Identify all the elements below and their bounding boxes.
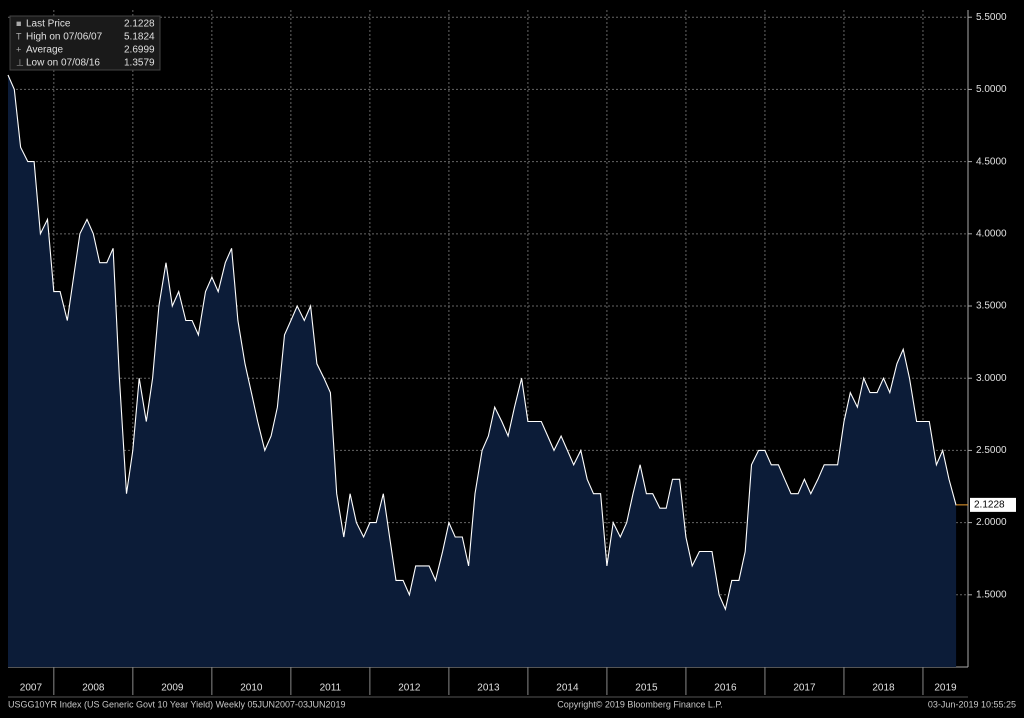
x-tick-label: 2014: [556, 683, 579, 694]
y-tick-label: 1.5000: [976, 589, 1007, 600]
x-tick-label: 2011: [320, 683, 342, 694]
x-tick-label: 2015: [635, 683, 658, 694]
legend-marker: ⊥: [16, 57, 24, 67]
x-tick-label: 2019: [934, 683, 957, 694]
x-tick-label: 2009: [161, 683, 184, 694]
x-tick-label: 2007: [20, 683, 43, 694]
legend-value: 5.1824: [124, 32, 155, 43]
line: [7, 74, 957, 611]
x-tick-label: 2017: [793, 683, 816, 694]
legend: Last Price 2.1228 High on 07/06/07 5.1824 Av…: [9, 15, 161, 71]
x-tick-label: 2013: [477, 683, 500, 694]
x-tick-label: 2012: [398, 683, 421, 694]
y-tick-label: 4.5000: [976, 156, 1007, 167]
area: [8, 75, 957, 667]
y-tick-label: 5.0000: [976, 84, 1007, 95]
legend-label: Low on 07/08/16: [26, 58, 100, 69]
y-tick-label: 3.0000: [976, 373, 1007, 384]
legend-label: Last Price: [26, 19, 71, 30]
legend-label: High on 07/06/07: [26, 32, 103, 43]
x-tick-label: 2018: [872, 683, 895, 694]
footer-right: 03-Jun-2019 10:55:25: [928, 699, 1016, 709]
legend-value: 2.1228: [124, 19, 155, 30]
legend-marker: T: [16, 31, 22, 41]
y-tick-label: 4.0000: [976, 228, 1007, 239]
x-tick-label: 2010: [240, 683, 263, 694]
x-tick-label: 2008: [82, 683, 105, 694]
y-tick-label: 5.5000: [976, 12, 1007, 23]
legend-value: 2.6999: [124, 45, 155, 56]
legend-marker: ■: [16, 18, 21, 28]
footer-center: Copyright© 2019 Bloomberg Finance L.P.: [557, 699, 723, 709]
footer-left: USGG10YR Index (US Generic Govt 10 Year …: [8, 699, 346, 709]
legend-label: Average: [26, 45, 64, 56]
y-tick-label: 2.0000: [976, 517, 1007, 528]
legend-value: 1.3579: [124, 58, 155, 69]
last-price-box: [970, 497, 1016, 512]
x-tick-label: 2016: [714, 683, 737, 694]
last-price-label: 2.1228: [974, 500, 1005, 511]
y-tick-label: 2.5000: [976, 445, 1007, 456]
legend-box: [9, 15, 161, 71]
y-tick-label: 3.5000: [976, 301, 1007, 312]
legend-marker: +: [16, 44, 21, 54]
